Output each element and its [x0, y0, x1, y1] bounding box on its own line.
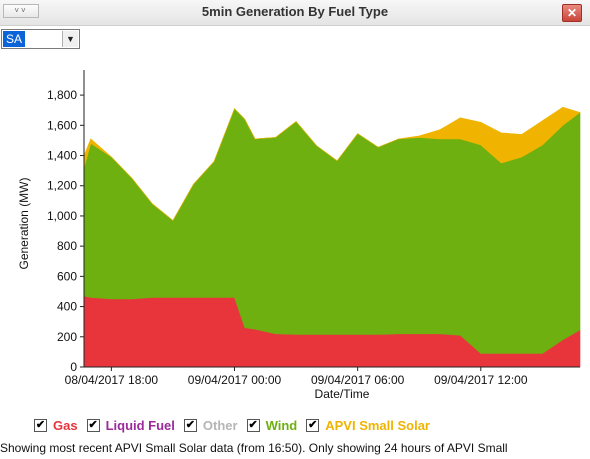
x-axis-title: Date/Time — [315, 387, 370, 401]
window-title: 5min Generation By Fuel Type — [201, 4, 389, 19]
y-tick-label: 1,400 — [47, 149, 77, 163]
generation-chart: 0 200 400 600 800 1,000 1,200 1,400 1,600 1,800 08… — [17, 70, 581, 401]
y-tick-label: 1,600 — [47, 118, 77, 132]
region-select[interactable]: SA ▼ — [1, 29, 80, 49]
legend: ✔ Gas ✔ Liquid Fuel ✔ Other ✔ Wind ✔ APV… — [34, 416, 439, 434]
legend-checkbox-liquid-fuel[interactable]: ✔ — [86, 418, 100, 432]
legend-checkbox-wind[interactable]: ✔ — [246, 418, 260, 432]
y-tick-label: 200 — [57, 330, 77, 344]
legend-label-gas: Gas — [53, 417, 78, 433]
legend-checkbox-other[interactable]: ✔ — [183, 418, 197, 432]
x-tick-label: 08/04/2017 18:00 — [65, 373, 159, 387]
y-tick-label: 600 — [57, 269, 77, 283]
y-tick-label: 800 — [57, 239, 77, 253]
window-titlebar: ˅˅ 5min Generation By Fuel Type ✕ — [0, 0, 590, 26]
close-button[interactable]: ✕ — [562, 4, 582, 22]
y-tick-label: 0 — [70, 360, 77, 374]
legend-checkbox-apvi-small-solar[interactable]: ✔ — [306, 418, 320, 432]
legend-item-apvi-small-solar[interactable]: ✔ APVI Small Solar — [306, 418, 430, 433]
collapse-button[interactable]: ˅˅ — [3, 4, 39, 18]
y-tick-label: 400 — [57, 300, 77, 314]
chevron-down-icon[interactable]: ▼ — [62, 31, 78, 47]
y-tick-label: 1,800 — [47, 88, 77, 102]
x-tick-label: 09/04/2017 12:00 — [434, 373, 528, 387]
region-select-value: SA — [3, 31, 26, 47]
y-axis-title: Generation (MW) — [17, 177, 31, 269]
legend-item-liquid-fuel[interactable]: ✔ Liquid Fuel — [86, 417, 175, 433]
footer-note: Showing most recent APVI Small Solar dat… — [0, 441, 508, 455]
legend-item-gas[interactable]: ✔ Gas — [34, 418, 78, 433]
legend-label-apvi-small-solar: APVI Small Solar — [325, 417, 430, 433]
legend-label-other: Other — [202, 417, 238, 433]
legend-label-wind: Wind — [265, 417, 298, 433]
legend-item-wind[interactable]: ✔ Wind — [246, 417, 298, 433]
legend-label-liquid-fuel: Liquid Fuel — [105, 417, 175, 433]
legend-checkbox-gas[interactable]: ✔ — [34, 418, 47, 432]
y-tick-label: 1,000 — [47, 209, 77, 223]
x-tick-label: 09/04/2017 00:00 — [188, 373, 282, 387]
legend-item-other[interactable]: ✔ Other — [183, 417, 238, 433]
x-tick-label: 09/04/2017 06:00 — [311, 373, 405, 387]
area-apvi-small-solar — [83, 106, 581, 221]
y-tick-label: 1,200 — [47, 179, 77, 193]
